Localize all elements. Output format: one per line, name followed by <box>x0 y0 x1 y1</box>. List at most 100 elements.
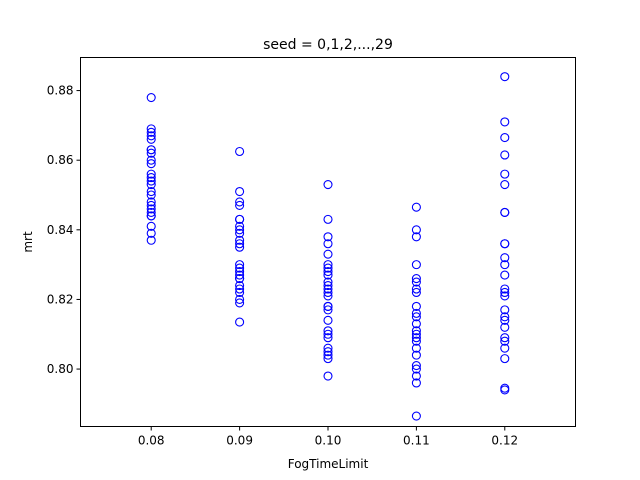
data-point <box>500 322 510 332</box>
y-axis-ticks: 0.80 0.82 0.84 0.86 0.88 <box>47 84 81 376</box>
data-point <box>323 343 333 353</box>
data-point <box>235 317 245 327</box>
data-point <box>235 294 245 304</box>
data-point <box>235 239 245 249</box>
data-point <box>411 284 421 294</box>
data-point <box>411 333 421 343</box>
data-point <box>146 235 156 245</box>
data-point <box>146 145 156 155</box>
data-point <box>500 260 510 270</box>
data-point <box>500 354 510 364</box>
data-point <box>323 284 333 294</box>
data-point <box>411 202 421 212</box>
data-point <box>500 253 510 263</box>
data-point <box>500 72 510 82</box>
y-tick-label: 0.82 <box>47 292 74 306</box>
data-point <box>146 207 156 217</box>
data-point <box>235 263 245 273</box>
data-point <box>235 186 245 197</box>
y-tick-label: 0.80 <box>47 362 74 376</box>
data-point <box>411 350 421 360</box>
data-point <box>146 155 156 165</box>
data-point <box>323 280 333 291</box>
x-tick-label: 0.09 <box>226 434 253 448</box>
data-point <box>411 329 421 339</box>
x-tick-label: 0.10 <box>315 434 342 448</box>
data-point <box>235 284 245 294</box>
data-point <box>235 274 245 284</box>
data-point <box>411 301 421 311</box>
data-point <box>500 150 510 160</box>
data-point <box>235 287 245 298</box>
data-point <box>146 186 156 197</box>
plot-frame <box>80 57 576 427</box>
data-point <box>500 284 510 294</box>
data-point <box>500 117 510 127</box>
data-point <box>146 127 156 137</box>
data-point <box>500 336 510 346</box>
data-point <box>411 225 421 235</box>
data-point <box>235 235 245 245</box>
data-point <box>323 326 333 336</box>
data-point <box>411 277 421 287</box>
data-point <box>235 267 245 277</box>
data-point <box>235 221 245 231</box>
data-point <box>235 280 245 291</box>
data-point <box>411 319 421 329</box>
data-point <box>235 270 245 280</box>
data-point <box>146 204 156 214</box>
x-axis-label: FogTimeLimit <box>288 457 369 471</box>
x-tick-label: 0.12 <box>491 434 518 448</box>
y-tick-label: 0.88 <box>47 84 74 98</box>
data-point <box>500 385 510 395</box>
data-point <box>411 260 421 270</box>
data-point <box>146 148 156 158</box>
data-point <box>323 333 333 343</box>
data-point <box>411 378 421 388</box>
data-point <box>146 124 156 134</box>
data-point <box>146 169 156 179</box>
data-point <box>146 228 156 238</box>
data-point <box>323 354 333 364</box>
data-point <box>411 336 421 346</box>
data-point <box>323 347 333 357</box>
data-point <box>323 249 333 259</box>
data-point <box>235 200 245 210</box>
data-point <box>500 291 510 301</box>
data-point <box>323 287 333 298</box>
data-point <box>146 197 156 207</box>
data-point <box>323 239 333 249</box>
data-point <box>323 214 333 224</box>
data-point <box>411 326 421 336</box>
data-point <box>411 312 421 322</box>
data-point <box>323 371 333 381</box>
data-point <box>500 180 510 190</box>
data-point <box>500 169 510 179</box>
data-point <box>323 315 333 325</box>
data-point <box>323 291 333 301</box>
data-point <box>323 270 333 280</box>
data-point <box>500 239 510 249</box>
data-point <box>323 267 333 277</box>
data-point <box>235 146 245 157</box>
data-point <box>411 308 421 318</box>
x-axis-ticks: 0.08 0.09 0.10 0.11 0.12 <box>138 426 518 448</box>
data-point <box>500 305 510 315</box>
data-point <box>323 329 333 339</box>
data-point <box>235 260 245 270</box>
data-point <box>235 214 245 224</box>
data-point <box>411 287 421 298</box>
x-tick-label: 0.11 <box>403 434 430 448</box>
y-axis-label: mrt <box>21 231 35 253</box>
data-point <box>500 207 510 217</box>
data-point <box>411 411 421 421</box>
data-point <box>411 232 421 242</box>
data-point <box>500 333 510 343</box>
data-point <box>146 200 156 210</box>
data-point <box>235 225 245 235</box>
data-point <box>411 343 421 353</box>
data-point <box>323 350 333 360</box>
y-tick-label: 0.86 <box>47 153 74 167</box>
data-point <box>411 274 421 284</box>
data-point <box>235 242 245 252</box>
